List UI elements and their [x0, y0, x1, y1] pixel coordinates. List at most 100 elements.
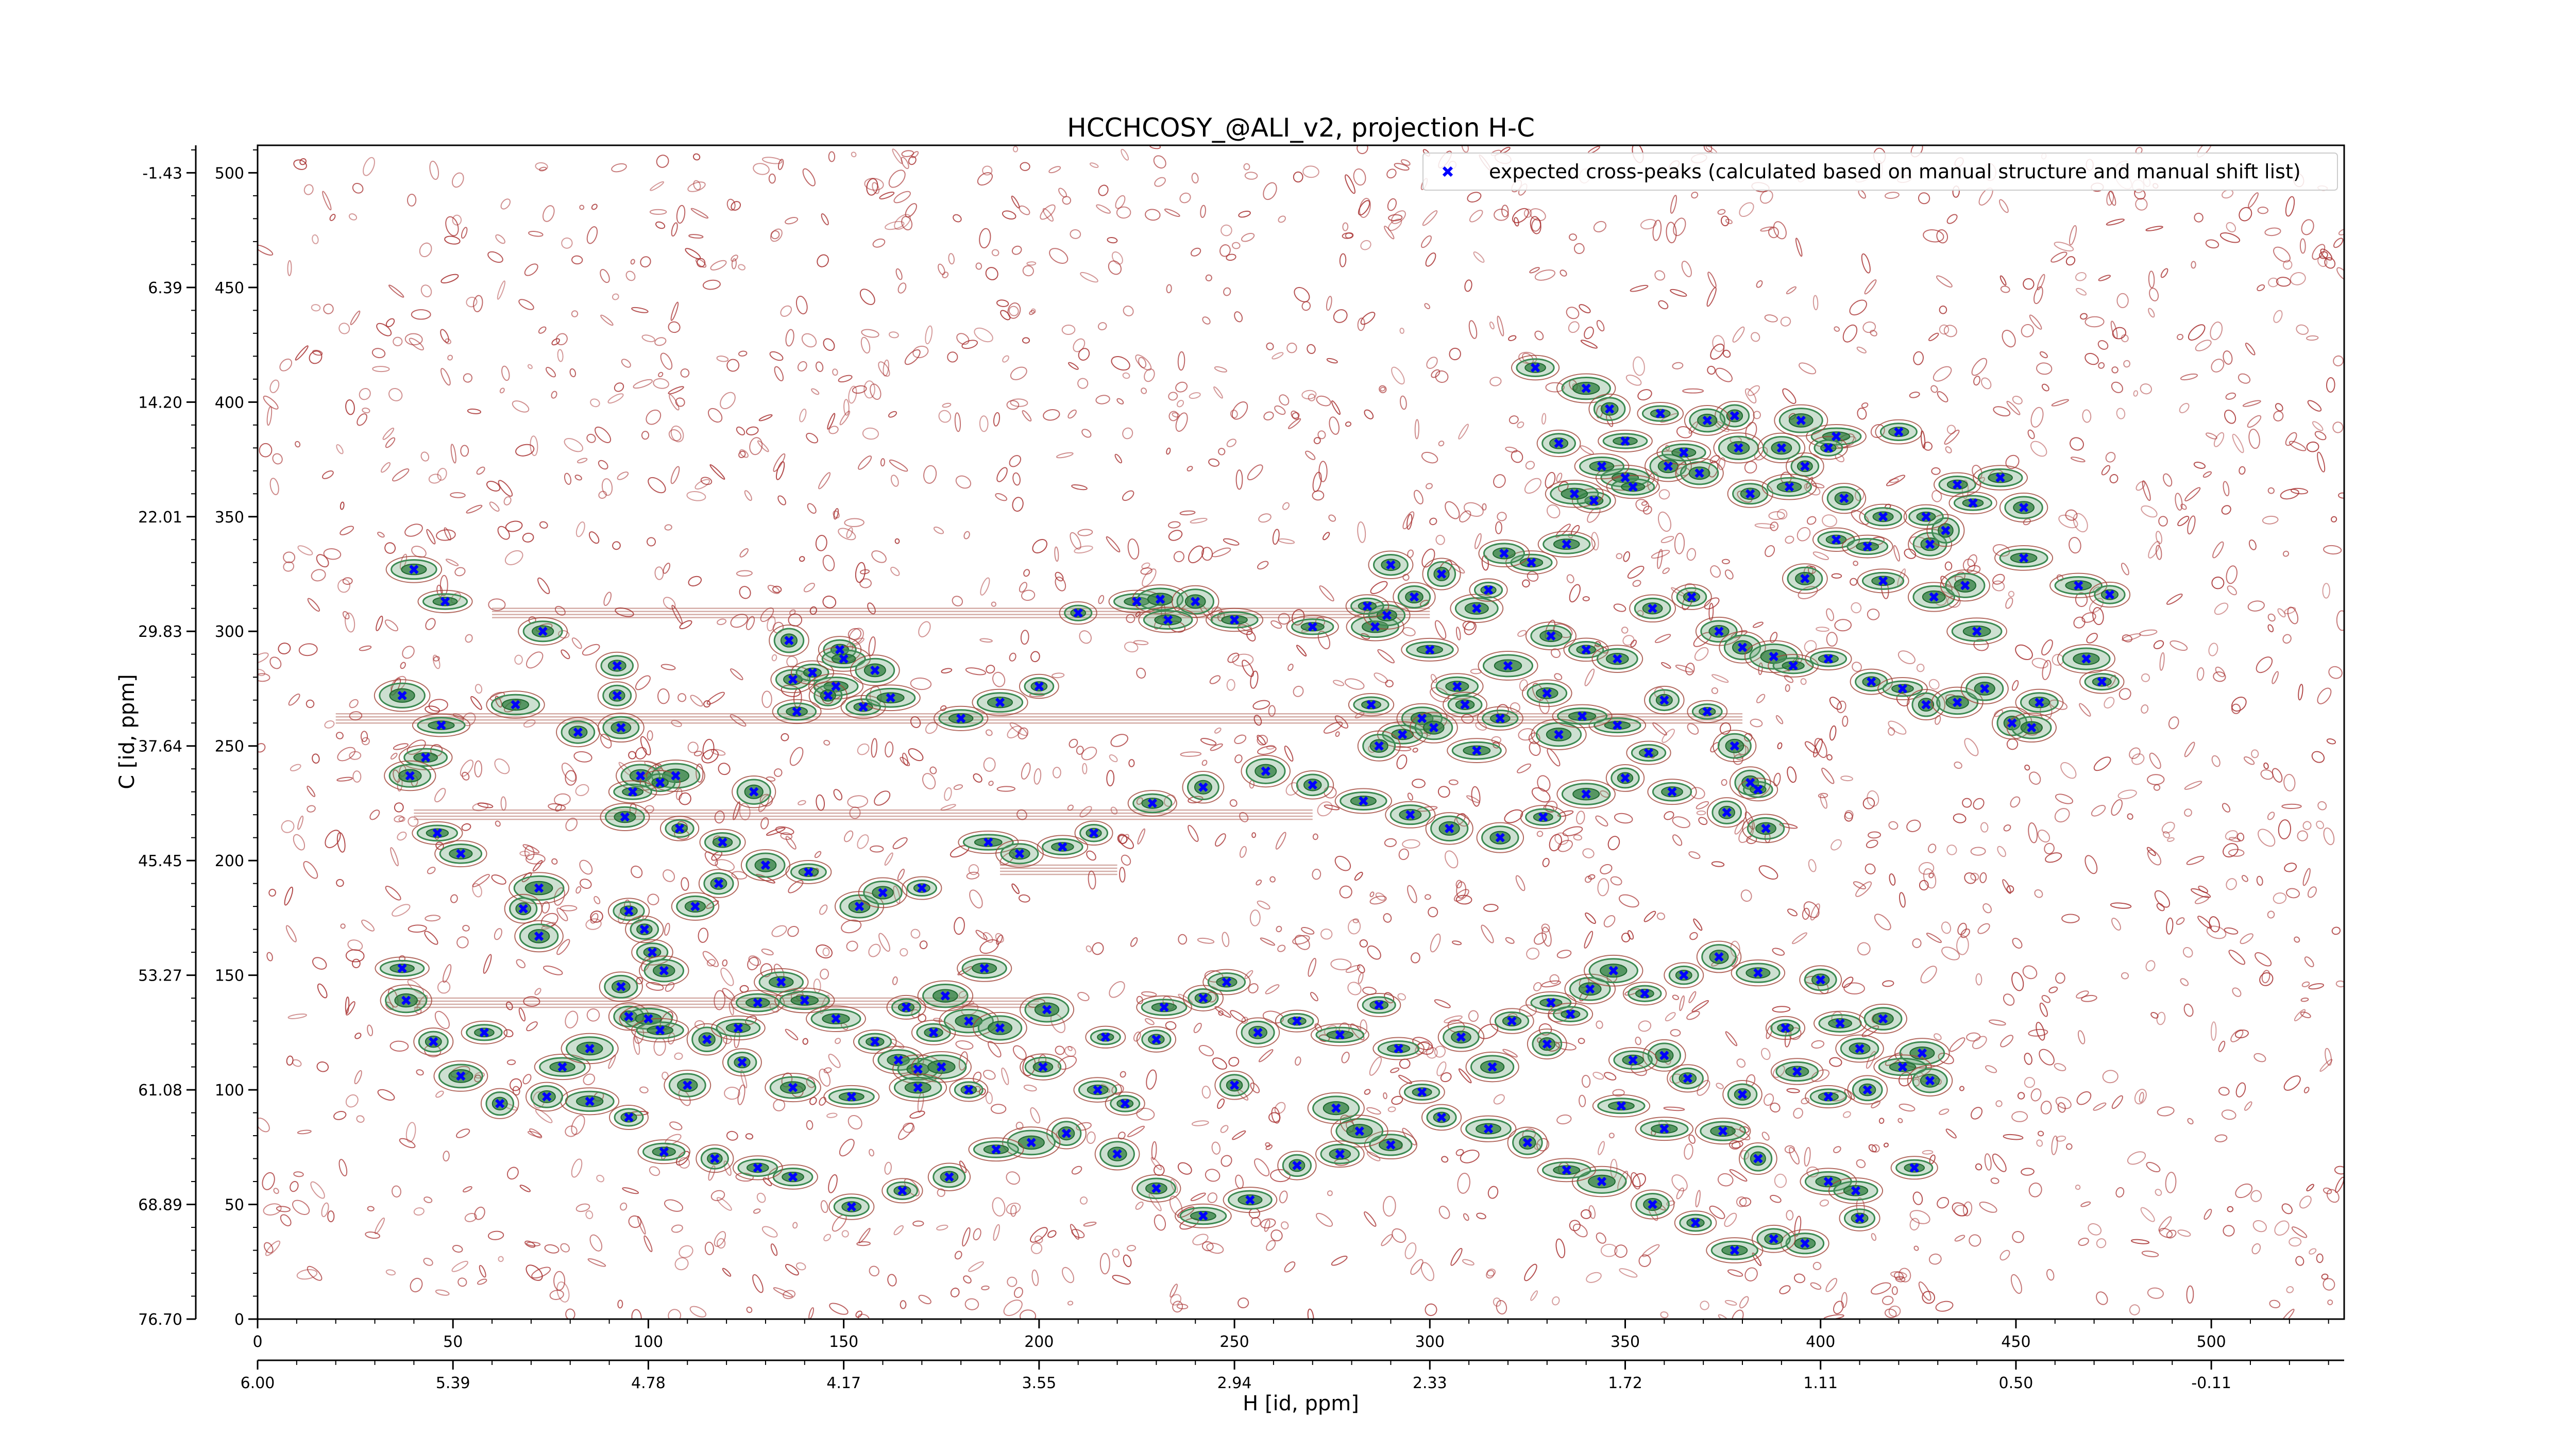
noise-contour — [1238, 1297, 1249, 1309]
noise-contour — [969, 889, 983, 908]
noise-contour — [1082, 763, 1088, 774]
noise-contour — [575, 784, 589, 797]
noise-contour — [1529, 208, 1546, 222]
noise-contour — [900, 756, 910, 766]
noise-contour — [290, 1180, 299, 1192]
noise-contour — [1724, 569, 1734, 580]
noise-contour — [806, 433, 819, 444]
marker-stroke — [1456, 1032, 1466, 1042]
cross-peak-marker — [1953, 480, 1962, 490]
noise-contour — [356, 1115, 365, 1123]
peak-contour-outer — [597, 681, 637, 710]
peak-contour-outer — [1805, 647, 1852, 671]
peak-contour-outer — [1202, 969, 1251, 996]
noise-contour — [1345, 421, 1352, 427]
peak-contour-outer — [1731, 959, 1786, 987]
noise-contour — [1554, 673, 1563, 681]
noise-contour — [1278, 613, 1290, 625]
peak-contour-outer — [858, 877, 908, 908]
cross-peak-marker — [1546, 631, 1556, 641]
noise-contour — [1388, 214, 1403, 222]
noise-contour — [1819, 1199, 1829, 1207]
noise-contour — [1670, 195, 1677, 214]
noise-contour — [1793, 1273, 1806, 1284]
noise-contour — [1122, 372, 1130, 379]
noise-contour — [1600, 1243, 1618, 1257]
noise-contour — [1804, 741, 1818, 754]
noise-contour — [532, 859, 543, 872]
legend-marker — [1442, 166, 1453, 177]
noise-contour — [726, 359, 740, 372]
noise-contour — [2121, 972, 2129, 980]
noise-contour — [1070, 229, 1081, 239]
noise-contour — [583, 1073, 596, 1086]
noise-contour — [1452, 940, 1462, 946]
noise-contour — [744, 490, 752, 501]
peak-contour-outer — [1136, 995, 1192, 1020]
noise-contour — [2156, 903, 2165, 912]
peak-contour-outer — [958, 830, 1019, 854]
noise-contour — [1588, 1205, 1596, 1219]
noise-contour — [1430, 933, 1441, 953]
noise-contour — [2056, 1135, 2066, 1142]
y-ppm-tick-label: 29.83 — [138, 623, 182, 641]
noise-contour — [1672, 816, 1690, 829]
noise-contour — [1670, 1029, 1681, 1037]
cross-peak-marker — [1581, 383, 1591, 393]
noise-contour — [419, 242, 432, 258]
noise-contour — [774, 366, 784, 381]
marker-stroke — [1784, 482, 1794, 492]
peak-contour-outer — [927, 1162, 971, 1191]
noise-contour — [1739, 1296, 1749, 1309]
noise-contour — [461, 227, 468, 239]
peak-contour-outer — [1525, 621, 1577, 651]
noise-contour — [991, 601, 996, 607]
noise-contour — [586, 433, 596, 443]
noise-contour — [2231, 703, 2241, 714]
noise-contour — [498, 1256, 504, 1262]
noise-contour — [1367, 945, 1381, 960]
noise-contour — [1672, 834, 1683, 846]
x-ppm-tick-label: 6.00 — [241, 1374, 275, 1392]
noise-contour — [1724, 1212, 1737, 1227]
noise-contour — [1296, 645, 1307, 657]
noise-contour — [2060, 762, 2077, 779]
noise-contour — [1818, 792, 1828, 799]
noise-contour — [1342, 222, 1349, 231]
noise-contour — [2066, 1143, 2073, 1150]
cross-peak-marker — [1374, 1000, 1384, 1010]
noise-contour — [2335, 980, 2344, 988]
cross-peak-marker — [1542, 1039, 1552, 1049]
noise-contour — [1176, 399, 1184, 408]
peak-contour-outer — [772, 699, 822, 724]
noise-contour — [2096, 1238, 2107, 1248]
noise-contour — [2177, 333, 2183, 341]
noise-contour — [1745, 1074, 1756, 1087]
noise-contour — [474, 760, 483, 778]
noise-contour — [1584, 668, 1595, 686]
noise-contour — [1842, 715, 1849, 727]
noise-contour — [773, 1099, 786, 1111]
noise-contour — [908, 748, 924, 762]
noise-contour — [1534, 932, 1547, 945]
noise-contour — [263, 395, 279, 410]
noise-contour — [2205, 239, 2219, 249]
peak-contour-outer — [1019, 993, 1075, 1026]
marker-stroke — [1702, 706, 1712, 717]
noise-contour — [1812, 295, 1819, 311]
marker-stroke — [1745, 778, 1755, 788]
noise-contour — [1071, 1166, 1082, 1175]
cross-peak-marker — [1648, 603, 1657, 613]
noise-contour — [820, 968, 829, 980]
marker-stroke — [1445, 823, 1454, 833]
noise-contour — [564, 438, 584, 452]
peak-contour-outer — [2006, 713, 2057, 743]
cross-peak-marker — [397, 964, 407, 973]
noise-contour — [2222, 803, 2231, 813]
noise-contour — [1731, 956, 1738, 967]
noise-contour — [731, 255, 738, 262]
peak-contour-outer — [1588, 714, 1647, 737]
cross-peak-marker — [1061, 1128, 1072, 1138]
noise-contour — [1603, 915, 1616, 927]
